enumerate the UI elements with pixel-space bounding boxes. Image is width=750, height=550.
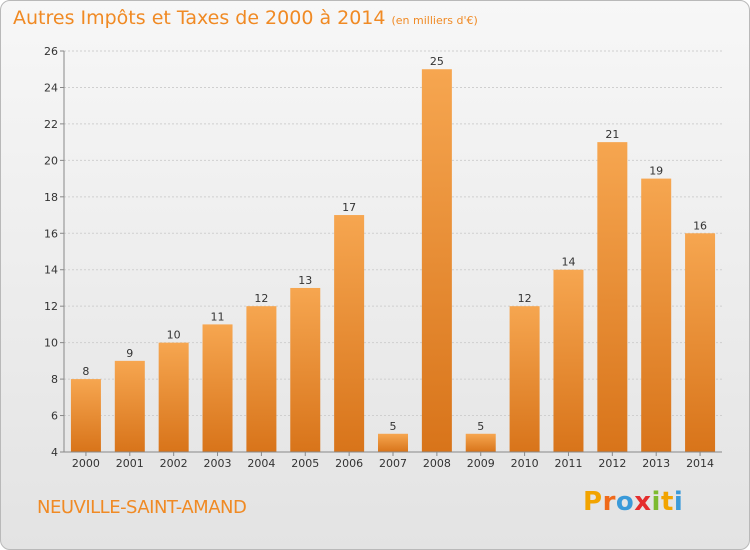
bar [246,306,277,452]
chart-title-block: Autres Impôts et Taxes de 2000 à 2014 (en… [13,7,478,29]
x-tick-label: 2000 [72,457,100,470]
y-tick-label: 22 [44,118,58,131]
bar-value-label: 12 [518,292,532,305]
x-tick-label: 2005 [291,457,319,470]
y-tick-label: 10 [44,337,58,350]
bar [553,269,584,452]
axis-layer: 4 6 8 10 12 14 16 18 20 22 24 26 2000 2001 2002 2003 200… [44,45,722,470]
bar-value-label: 5 [477,420,484,433]
bar-value-label: 11 [211,310,225,323]
bar [334,215,365,452]
bar-value-label: 8 [82,365,89,378]
x-tick-label: 2003 [204,457,232,470]
logo-letter: t [660,487,674,517]
bar [421,69,452,453]
bar-value-label: 10 [167,329,181,342]
bar-value-label: 13 [298,274,312,287]
x-tick-label: 2014 [686,457,714,470]
y-tick-label: 6 [51,410,58,423]
bar [509,306,540,452]
y-tick-label: 4 [51,446,58,459]
x-tick-label: 2006 [335,457,363,470]
commune-name: NEUVILLE-SAINT-AMAND [37,497,247,518]
bar-value-label: 19 [649,165,663,178]
bar [290,287,321,452]
bar [597,142,628,453]
bar-value-label: 21 [605,128,619,141]
bar-value-label: 16 [693,219,707,232]
logo-letter: i [651,487,661,517]
logo-letter: o [615,487,635,517]
y-tick-label: 14 [44,264,58,277]
y-tick-label: 24 [44,81,58,94]
x-tick-label: 2002 [160,457,188,470]
x-tick-label: 2008 [423,457,451,470]
bar-value-label: 12 [254,292,268,305]
bar-value-label: 5 [390,420,397,433]
chart-unit-note: (en milliers d'€) [391,14,478,27]
x-tick-label: 2011 [554,457,582,470]
bar [465,433,496,452]
y-tick-label: 16 [44,227,58,240]
y-tick-label: 8 [51,373,58,386]
x-tick-label: 2001 [116,457,144,470]
logo-letter: x [634,487,652,517]
bar [158,342,189,452]
logo-letter: P [583,487,603,517]
x-tick-label: 2007 [379,457,407,470]
bar [114,360,145,452]
y-tick-label: 12 [44,300,58,313]
bar-value-label: 17 [342,201,356,214]
x-tick-label: 2013 [642,457,670,470]
y-tick-label: 26 [44,45,58,58]
y-tick-label: 18 [44,191,58,204]
bar [202,324,233,452]
bar-value-label: 14 [561,256,575,269]
logo-letter: r [602,487,616,517]
y-tick-label: 20 [44,154,58,167]
x-tick-label: 2012 [598,457,626,470]
x-tick-label: 2010 [511,457,539,470]
chart-title: Autres Impôts et Taxes de 2000 à 2014 [13,7,386,29]
x-tick-label: 2009 [467,457,495,470]
bars-layer: 8 9 10 11 12 13 17 5 25 5 12 14 21 19 16 [70,55,716,453]
bar-value-label: 9 [126,347,133,360]
bar [685,233,716,452]
x-tick-label: 2004 [247,457,275,470]
bar-value-label: 25 [430,55,444,68]
bar [70,379,101,452]
proxiti-logo: Proxiti [583,487,683,517]
logo-letter: i [673,487,684,517]
bar [641,178,672,452]
bar [378,433,408,452]
